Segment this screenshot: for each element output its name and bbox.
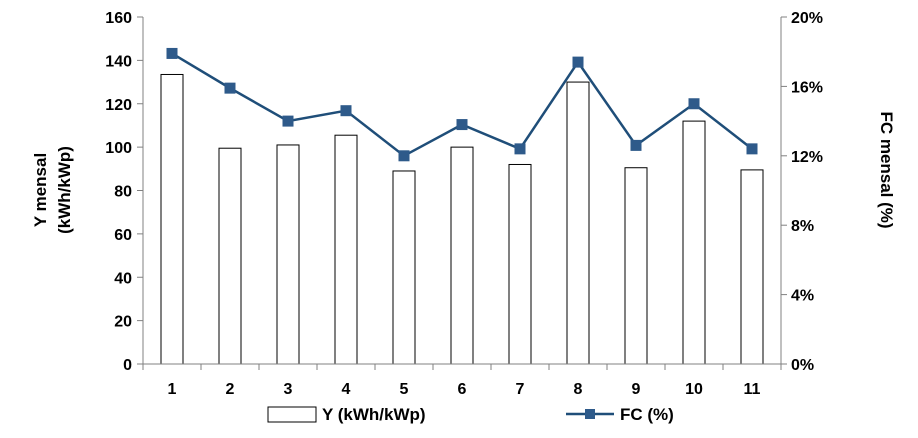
left-tick-label: 20 — [114, 314, 132, 331]
fc-marker-4 — [340, 105, 352, 117]
bar-5 — [392, 170, 416, 365]
fc-marker-8 — [572, 56, 584, 68]
x-tick-label: 3 — [284, 381, 293, 398]
right-tick-label: 16% — [791, 79, 823, 96]
fc-marker-9 — [630, 139, 642, 151]
line-series-fc — [166, 47, 758, 162]
bar-9 — [624, 167, 648, 365]
left-tick-label: 40 — [114, 270, 132, 287]
fc-marker-3 — [282, 115, 294, 127]
fc-marker-6 — [456, 119, 468, 131]
legend-marker-swatch — [585, 409, 595, 419]
fc-marker-5 — [398, 150, 410, 162]
left-axis-ticks: 0 20 40 60 80 100 120 140 160 — [105, 10, 143, 374]
fc-marker-1 — [166, 47, 178, 59]
x-tick-label: 6 — [458, 381, 467, 398]
bar-2 — [218, 147, 242, 365]
right-axis-ticks: 0% 4% 8% 12% 16% 20% — [781, 10, 823, 374]
legend: Y (kWh/kWp) FC (%) — [267, 405, 674, 424]
left-tick-label: 140 — [105, 53, 132, 70]
left-tick-label: 60 — [114, 227, 132, 244]
bar-6 — [450, 146, 474, 365]
x-tick-label: 10 — [685, 381, 703, 398]
bar-8 — [566, 81, 590, 365]
bar-1 — [160, 73, 184, 365]
left-tick-label: 0 — [123, 357, 132, 374]
x-tick-label: 8 — [574, 381, 583, 398]
x-tick-label: 1 — [168, 381, 177, 398]
x-tick-label: 9 — [632, 381, 641, 398]
legend-bar-swatch — [267, 406, 317, 423]
legend-label-y: Y (kWh/kWp) — [322, 405, 426, 424]
bar-4 — [334, 134, 358, 365]
right-tick-label: 20% — [791, 10, 823, 27]
left-tick-label: 100 — [105, 140, 132, 157]
x-tick-label: 7 — [516, 381, 525, 398]
left-axis-title-line2: (kWh/kWp) — [55, 146, 74, 234]
x-tick-label: 11 — [744, 381, 761, 398]
left-tick-label: 120 — [105, 97, 132, 114]
right-tick-label: 4% — [791, 288, 814, 305]
fc-line — [171, 52, 753, 158]
fc-marker-7 — [514, 143, 526, 155]
bar-series-y — [160, 73, 764, 365]
x-tick-label: 2 — [226, 381, 235, 398]
bar-11 — [740, 169, 764, 365]
right-tick-label: 8% — [791, 218, 814, 235]
left-axis-title-line1: Y mensal — [31, 153, 50, 227]
right-tick-label: 12% — [791, 149, 823, 166]
fc-marker-2 — [224, 82, 236, 94]
bar-7 — [508, 163, 532, 365]
left-tick-label: 160 — [105, 10, 132, 27]
right-axis-title: FC mensal (%) — [877, 111, 896, 228]
x-tick-label: 4 — [342, 381, 351, 398]
right-tick-label: 0% — [791, 357, 814, 374]
x-tick-label: 5 — [400, 381, 409, 398]
left-tick-label: 80 — [114, 184, 132, 201]
x-axis-ticks: 1 2 3 4 5 6 7 8 9 10 11 — [142, 364, 782, 398]
fc-marker-10 — [688, 98, 700, 110]
bar-3 — [276, 144, 300, 365]
bar-10 — [682, 120, 706, 365]
fc-marker-11 — [746, 143, 758, 155]
legend-label-fc: FC (%) — [620, 405, 674, 424]
